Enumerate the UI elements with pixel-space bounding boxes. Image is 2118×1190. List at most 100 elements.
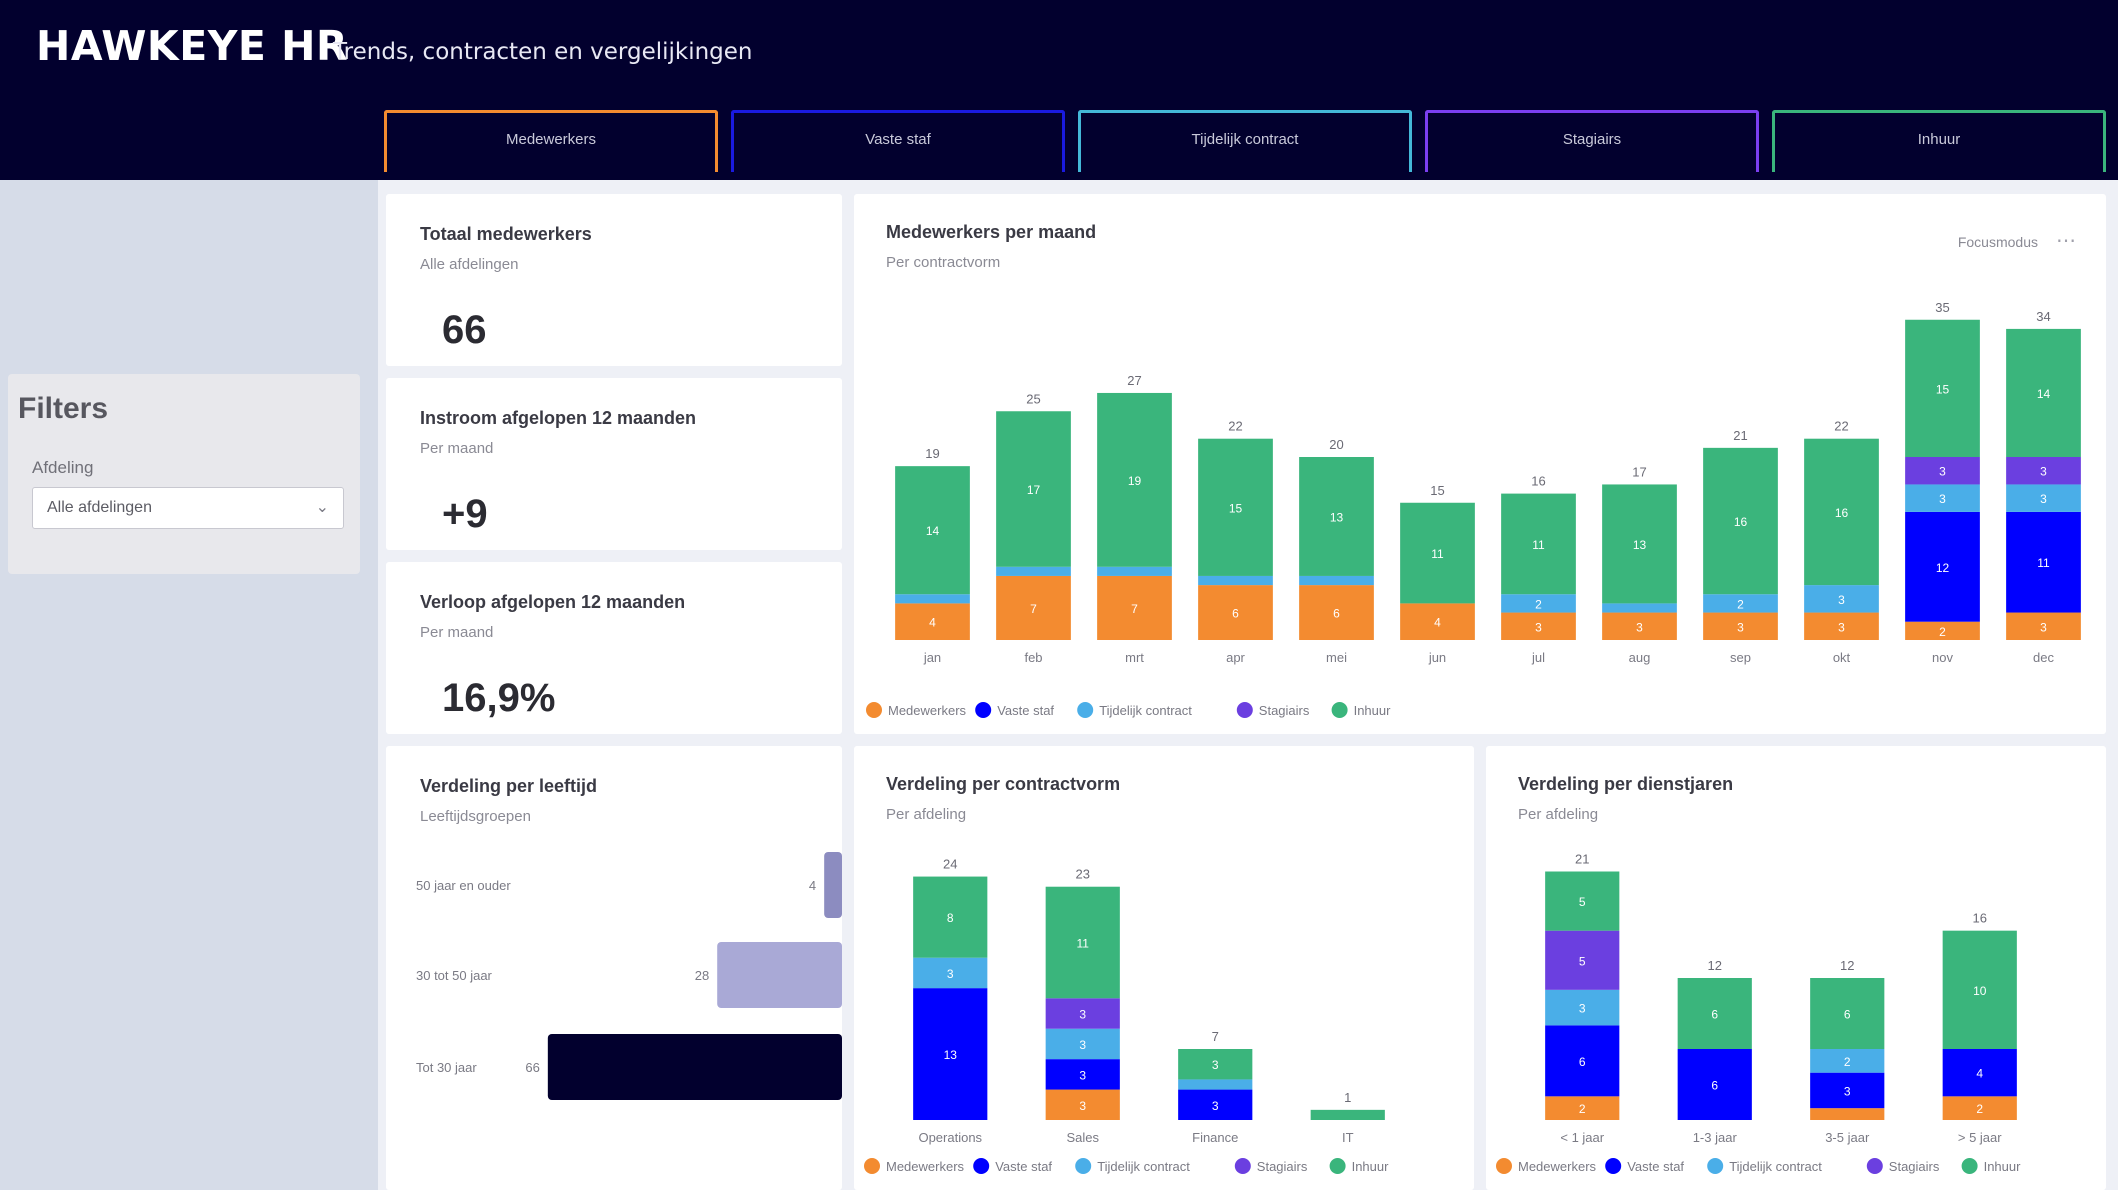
data-label: 15: [1936, 382, 1950, 396]
chart-subtitle: Per contractvorm: [886, 254, 1001, 271]
kpi-sub: Alle afdelingen: [420, 256, 519, 273]
age-chart-card: Verdeling per leeftijd Leeftijdsgroepen …: [386, 746, 842, 1190]
tab-label: Tijdelijk contract: [1191, 131, 1299, 148]
bar-segment: [1677, 978, 1752, 1049]
bar-segment: [1905, 511, 1980, 622]
department-filter-select[interactable]: Alle afdelingen ⌄: [32, 487, 344, 529]
x-tick-label: jun: [1428, 650, 1446, 665]
x-tick-label: dec: [2033, 650, 2054, 665]
age-bar: [717, 942, 842, 1008]
tab-stagiairs[interactable]: Stagiairs: [1425, 110, 1759, 172]
data-label: 66: [525, 1060, 539, 1075]
legend-swatch: [1331, 702, 1348, 718]
contract-chart-card: Verdeling per contractvorm Per afdeling …: [854, 746, 1474, 1190]
bar-segment: [913, 988, 988, 1120]
kpi-value: +9: [442, 492, 488, 536]
chart-title: Verdeling per contractvorm: [886, 774, 1121, 794]
bar-segment: [1198, 575, 1273, 586]
tab-vaste-staf[interactable]: Vaste staf: [731, 110, 1065, 172]
contract-stacked-bar-chart: 13 3 8 24 Operations 3 3 3 3 11 23 Sales 3 3 7 Finance 1…: [864, 857, 1390, 1174]
chevron-down-icon: ⌄: [315, 499, 329, 516]
chart-subtitle: Leeftijdsgroepen: [420, 808, 531, 825]
tab-label: Medewerkers: [505, 131, 597, 148]
bar-segment: [1501, 594, 1576, 613]
tab-label: Vaste staf: [865, 131, 931, 148]
bar-segment: [1602, 484, 1677, 604]
bar-segment: [1810, 1108, 1885, 1120]
total-label: 25: [1026, 391, 1040, 406]
legend-label: Medewerkers: [888, 703, 967, 718]
filters-panel: Filters Afdeling Alle afdelingen ⌄: [8, 374, 360, 574]
x-tick-label: nov: [1932, 650, 1953, 665]
age-bar: [824, 852, 842, 918]
bar-segment: [1810, 1049, 1885, 1073]
data-label: 13: [1330, 510, 1344, 524]
app-subtitle: Trends, contracten en vergelijkingen: [333, 39, 753, 65]
bar-segment: [1545, 1096, 1620, 1120]
bar-segment: [996, 411, 1071, 567]
x-tick-label: mrt: [1125, 650, 1144, 665]
bar-segment: [895, 603, 970, 640]
chart-title: Verdeling per dienstjaren: [1518, 774, 1734, 794]
data-label: 11: [1431, 547, 1444, 561]
bar-segment: [2006, 612, 2081, 640]
data-label: 4: [1976, 1067, 1983, 1081]
x-tick-label: feb: [1024, 650, 1042, 665]
app-header: HAWKEYE HR Trends, contracten en vergeli…: [0, 0, 2118, 180]
legend-swatch: [864, 1158, 880, 1174]
bar-segment: [2006, 457, 2081, 485]
bar-segment: [1804, 612, 1879, 640]
bar-segment: [895, 466, 970, 595]
data-label: 3: [1212, 1058, 1219, 1072]
total-label: 27: [1127, 373, 1141, 388]
data-label: 3: [1079, 1008, 1086, 1022]
sidebar: Filters Afdeling Alle afdelingen ⌄: [0, 180, 378, 1190]
bar-segment: [1905, 319, 1980, 457]
data-label: 4: [1434, 616, 1441, 630]
data-label: 2: [1844, 1055, 1851, 1069]
data-label: 11: [2037, 556, 2050, 570]
data-label: 3: [947, 967, 954, 981]
x-tick-label: Operations: [918, 1130, 982, 1145]
tab-medewerkers[interactable]: Medewerkers: [384, 110, 718, 172]
bar-segment: [1198, 585, 1273, 640]
bar-segment: [1602, 612, 1677, 640]
legend-swatch: [975, 702, 992, 718]
legend-swatch: [1236, 702, 1253, 718]
legend-swatch: [1961, 1158, 1978, 1174]
bar-segment: [1677, 1049, 1752, 1120]
total-label: 16: [1973, 911, 1987, 926]
kpi-title: Verloop afgelopen 12 maanden: [420, 592, 686, 612]
bar-segment: [1400, 603, 1475, 640]
data-label: 14: [926, 524, 940, 538]
legend-label: Tijdelijk contract: [1097, 1159, 1190, 1174]
x-tick-label: mei: [1326, 650, 1347, 665]
bar-segment: [1097, 575, 1172, 640]
bar-segment: [1545, 871, 1620, 931]
tab-inhuur[interactable]: Inhuur: [1772, 110, 2106, 172]
bar-segment: [1045, 886, 1120, 999]
tab-tijdelijk-contract[interactable]: Tijdelijk contract: [1078, 110, 1412, 172]
x-tick-label: 1-3 jaar: [1693, 1130, 1738, 1145]
ellipsis-icon[interactable]: ⋯: [2056, 229, 2076, 252]
total-label: 12: [1840, 958, 1854, 973]
legend-label: Inhuur: [1352, 1159, 1390, 1174]
filters-title: Filters: [18, 392, 109, 425]
bar-segment: [895, 594, 970, 604]
legend-label: Tijdelijk contract: [1099, 703, 1192, 718]
tab-label: Stagiairs: [1562, 131, 1622, 148]
x-tick-label: jan: [923, 650, 941, 665]
data-label: 3: [2040, 465, 2047, 479]
bar-segment: [996, 566, 1071, 576]
total-label: 22: [1228, 419, 1242, 434]
focus-mode-button[interactable]: Focusmodus: [1957, 234, 2038, 250]
app-brand: HAWKEYE HR: [36, 22, 349, 70]
bar-segment: [1905, 457, 1980, 485]
data-label: 3: [2040, 620, 2047, 634]
bar-segment: [1810, 978, 1885, 1049]
bar-segment: [1310, 1109, 1385, 1120]
kpi-card-verloop: Verloop afgelopen 12 maanden Per maand 1…: [386, 562, 842, 734]
total-label: 16: [1531, 474, 1545, 489]
data-label: 3: [1838, 620, 1845, 634]
data-label: 7: [1131, 602, 1138, 616]
